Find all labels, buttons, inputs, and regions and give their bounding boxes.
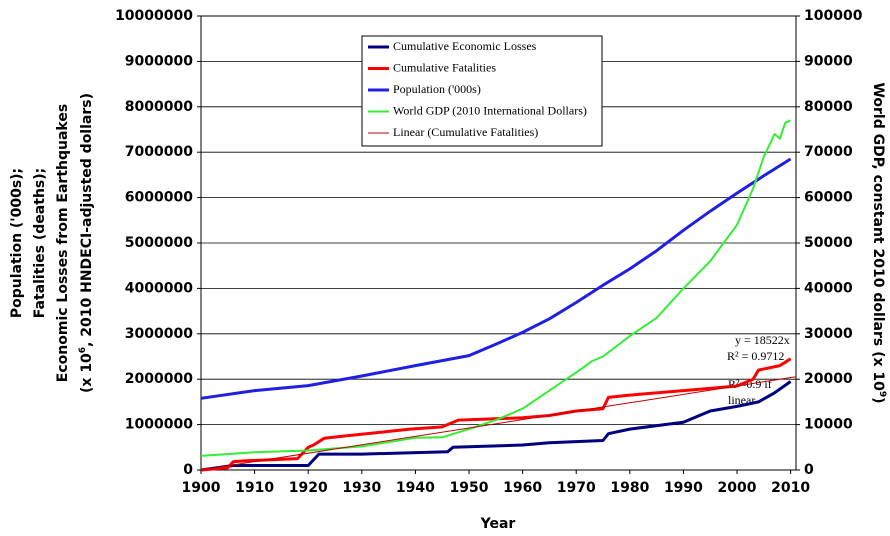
annotation: R² = 0.9712 — [727, 349, 784, 363]
y2-axis-label: World GDP, constant 2010 dollars (x 109) — [870, 82, 888, 403]
x-tick-label: 1920 — [289, 480, 328, 496]
y-tick-label: 1000000 — [125, 417, 193, 433]
x-tick-label: 1930 — [342, 480, 381, 496]
annotation: y = 18522x — [735, 333, 790, 347]
y2-tick-label: 70000 — [804, 144, 853, 160]
x-tick-label: 1970 — [557, 480, 596, 496]
y-tick-label: 4000000 — [125, 280, 193, 296]
series-line — [200, 157, 792, 400]
y2-tick-label: 20000 — [804, 371, 853, 387]
y-tick-label: 6000000 — [125, 190, 193, 206]
x-tick-label: 1960 — [503, 480, 542, 496]
legend-label: Cumulative Fatalities — [393, 60, 496, 74]
label-part: , 2010 HNDECI-adjusted dollars) — [79, 93, 95, 347]
y2-tick-label: 60000 — [804, 190, 853, 206]
x-tick-label: 1910 — [235, 480, 274, 496]
y2-tick-label: 50000 — [804, 235, 853, 251]
y-axis-label: (x 106, 2010 HNDECI-adjusted dollars) — [78, 93, 96, 393]
y2-tick-label: 40000 — [804, 280, 853, 296]
y2-tick-label: 30000 — [804, 326, 853, 342]
label-part: ) — [870, 397, 886, 403]
label-part: (x 10 — [79, 353, 95, 393]
y2-tick-label: 0 — [804, 462, 814, 478]
x-tick-label: 1950 — [450, 480, 489, 496]
plot-area — [200, 15, 797, 471]
y-axis-label: Economic Losses from Earthquakes — [55, 104, 71, 382]
legend-label: Linear (Cumulative Fatalities) — [393, 125, 538, 139]
label-part: World GDP, constant 2010 dollars (x 10 — [870, 82, 886, 391]
x-tick-label: 1940 — [396, 480, 435, 496]
series-line — [200, 119, 791, 457]
superscript: 6 — [78, 347, 88, 353]
legend-label: World GDP (2010 International Dollars) — [393, 103, 587, 117]
x-tick-label: 1980 — [610, 480, 649, 496]
x-axis-label: Year — [480, 516, 516, 532]
y-axis-label: Population ('000s); — [9, 168, 25, 318]
y-axis-label: Fatalities (deaths); — [32, 168, 48, 318]
x-tick-label: 2000 — [718, 480, 757, 496]
x-tick-label: 1990 — [664, 480, 703, 496]
legend-label: Cumulative Economic Losses — [393, 39, 537, 53]
y2-tick-label: 80000 — [804, 99, 853, 115]
series-line — [200, 376, 797, 471]
y-tick-label: 3000000 — [125, 326, 193, 342]
superscript: 9 — [878, 391, 888, 397]
y-tick-label: 7000000 — [125, 144, 193, 160]
y-tick-label: 9000000 — [125, 53, 193, 69]
y2-tick-label: 90000 — [804, 53, 853, 69]
y-tick-label: 5000000 — [125, 235, 193, 251]
y-tick-label: 10000000 — [115, 8, 193, 24]
x-tick-label: 1900 — [182, 480, 221, 496]
y2-tick-label: 10000 — [804, 417, 853, 433]
x-tick-label: 2010 — [771, 480, 810, 496]
series-line — [200, 380, 792, 472]
legend-box — [361, 35, 603, 147]
y-tick-label: 0 — [183, 462, 193, 478]
legend-label: Population ('000s) — [393, 82, 481, 96]
y-tick-label: 8000000 — [125, 99, 193, 115]
y2-tick-label: 100000 — [804, 8, 863, 24]
y-tick-label: 2000000 — [125, 371, 193, 387]
